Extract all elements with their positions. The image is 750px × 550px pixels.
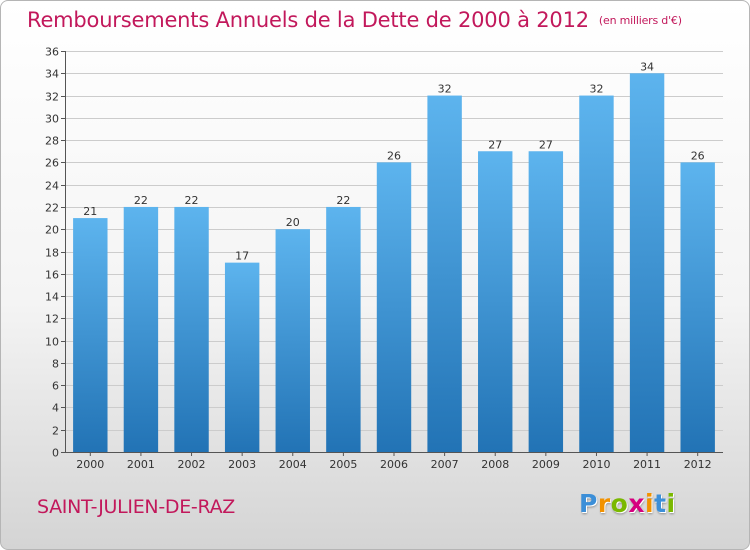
chart-unit: (en milliers d'€) <box>598 14 682 27</box>
y-tick-label: 24 <box>45 180 59 193</box>
y-tick-label: 6 <box>52 380 59 393</box>
y-tick-label: 20 <box>45 224 59 237</box>
data-label-2002: 22 <box>185 194 199 207</box>
logo-letter: r <box>597 489 611 518</box>
data-label-2005: 22 <box>336 194 350 207</box>
logo-letter: i <box>666 489 676 518</box>
y-tick-label: 12 <box>45 313 59 326</box>
data-label-2003: 17 <box>235 250 249 263</box>
y-tick-label: 32 <box>45 91 59 104</box>
data-label-2000: 21 <box>83 205 97 218</box>
data-label-2012: 26 <box>691 149 705 162</box>
data-labels: 21 22 22 17 20 22 26 32 27 27 32 34 26 <box>83 60 704 262</box>
data-label-2001: 22 <box>134 194 148 207</box>
bar-2009 <box>528 151 564 452</box>
chart-title: Remboursements Annuels de la Dette de 20… <box>27 8 682 32</box>
bar-2000 <box>73 218 108 452</box>
bar-2001 <box>123 206 159 452</box>
bar-2002 <box>174 206 209 452</box>
y-tick-label: 0 <box>52 447 59 460</box>
x-tick-label-2006: 2006 <box>380 458 408 471</box>
commune-name: SAINT-JULIEN-DE-RAZ <box>37 496 236 518</box>
x-tick-label-2008: 2008 <box>481 458 509 471</box>
proxiti-logo: Proxiti <box>579 489 676 518</box>
y-tick-label: 14 <box>45 291 59 304</box>
bar-2004 <box>275 229 310 452</box>
data-label-2008: 27 <box>488 138 502 151</box>
x-tick-label-2010: 2010 <box>582 458 610 471</box>
bar-2007 <box>427 95 462 453</box>
y-tick-label: 26 <box>45 157 59 170</box>
y-tick-label: 34 <box>45 68 59 81</box>
y-tick-label: 8 <box>52 358 59 371</box>
y-tick-label: 4 <box>52 402 59 415</box>
bar-2012 <box>680 162 715 452</box>
x-tick-label-2011: 2011 <box>633 458 661 471</box>
x-tick-label-2001: 2001 <box>127 458 155 471</box>
x-tick-label-2003: 2003 <box>228 458 256 471</box>
bar-2005 <box>326 206 361 452</box>
logo-letter: o <box>610 489 629 518</box>
x-tick-label-2007: 2007 <box>431 458 459 471</box>
y-tick-label: 10 <box>45 336 59 349</box>
x-tick-label-2000: 2000 <box>76 458 104 471</box>
x-tick-label-2004: 2004 <box>279 458 307 471</box>
bar-2003 <box>224 262 260 452</box>
data-label-2010: 32 <box>589 83 603 96</box>
y-tick-label: 28 <box>45 135 59 148</box>
bar-2008 <box>478 151 513 452</box>
y-tick-label: 2 <box>52 425 59 438</box>
logo-letter: i <box>645 489 655 518</box>
x-tick-label-2002: 2002 <box>178 458 206 471</box>
chart-title-text: Remboursements Annuels de la Dette de 20… <box>27 8 589 32</box>
bar-2011 <box>629 73 665 453</box>
data-label-2009: 27 <box>539 138 553 151</box>
bars <box>73 73 715 453</box>
x-tick-label-2012: 2012 <box>684 458 712 471</box>
y-tick-label: 36 <box>45 46 59 59</box>
data-label-2011: 34 <box>640 60 654 73</box>
data-label-2007: 32 <box>438 83 452 96</box>
logo-letter: x <box>628 489 645 518</box>
y-tick-label: 16 <box>45 269 59 282</box>
x-tick-label-2005: 2005 <box>329 458 357 471</box>
y-tick-label: 22 <box>45 202 59 215</box>
logo-letter: P <box>579 489 598 518</box>
data-label-2006: 26 <box>387 149 401 162</box>
y-tick-label: 30 <box>45 113 59 126</box>
logo-letter: t <box>654 489 667 518</box>
bar-2010 <box>579 95 614 453</box>
y-tick-label: 18 <box>45 247 59 260</box>
x-tick-label-2009: 2009 <box>532 458 560 471</box>
bar-2006 <box>376 162 412 452</box>
data-label-2004: 20 <box>286 216 300 229</box>
